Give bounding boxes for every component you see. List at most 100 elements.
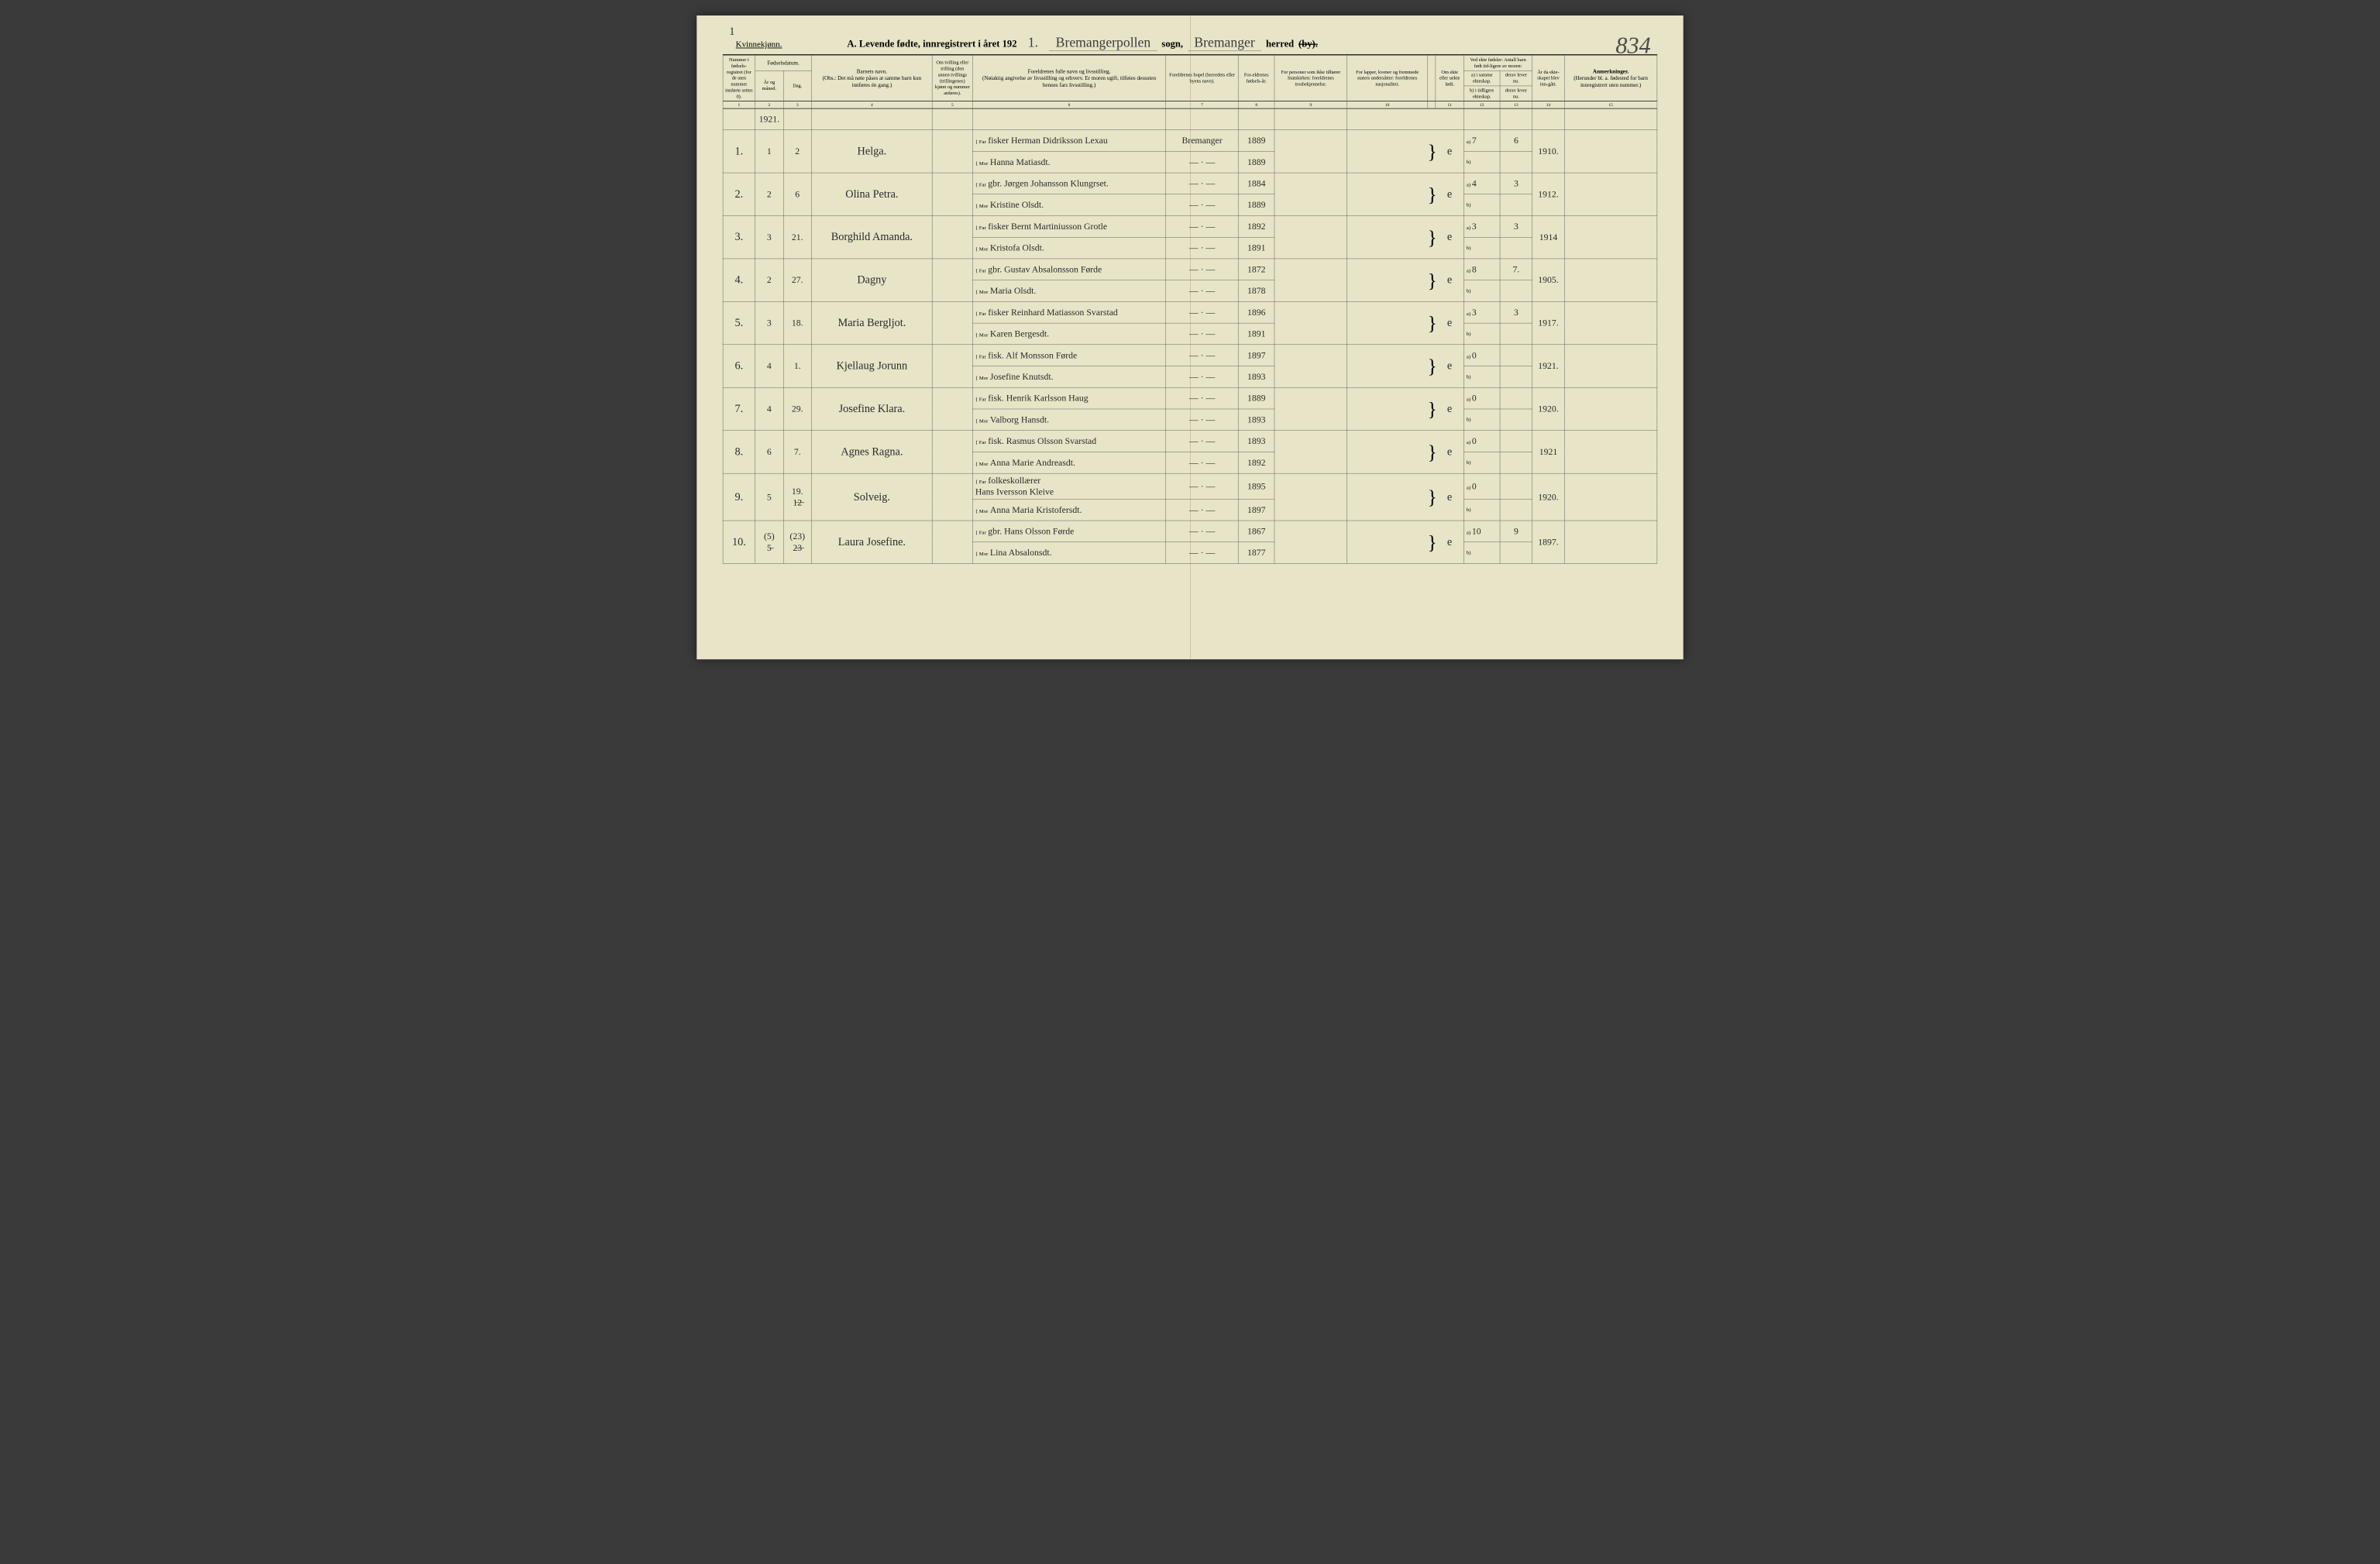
cell-twin [932,473,972,521]
cell-derav: 3 [1500,301,1532,323]
brace-icon: } [1428,173,1436,215]
cell-ekte: e [1436,431,1463,473]
cell-bopel-ditto: — · — [1166,280,1239,302]
cell-year-far: 1893 [1238,431,1274,452]
cell-year-far: 1896 [1238,301,1274,323]
cell-month: (5) 5̶ [755,521,783,563]
cell-a: a) 7 [1463,130,1500,152]
cell-bopel-ditto: — · — [1166,452,1239,473]
col-header-3: Dag. [783,70,811,101]
cell-nationality [1347,431,1428,473]
cell-twin [932,259,972,301]
cell-religion [1274,216,1347,259]
cell-mother: { MorLina Absalonsdt. [972,542,1165,564]
cell-remarks [1564,216,1657,259]
col-header-8: For-eldrenes fødsels-år. [1238,55,1274,101]
title-line: A. Levende fødte, innregistrert i året 1… [847,35,1657,51]
table-row: 2. 2 6 Olina Petra. { Fargbr. Jørgen Joh… [723,173,1657,194]
colnum: 9 [1274,101,1347,108]
colnum: 12 [1463,101,1500,108]
cell-year-far: 1884 [1238,173,1274,194]
cell-year-mor: 1878 [1238,280,1274,302]
cell-father: { Farfisk. Henrik Karlsson Haug [972,387,1165,409]
cell-religion [1274,259,1347,301]
cell-month: 1 [755,130,783,173]
col-header-11: Om ekte eller uekte født. [1436,55,1463,101]
cell-religion [1274,173,1347,215]
cell-father: { Fargbr. Jørgen Johansson Klungrset. [972,173,1165,194]
cell-day: 2 [783,130,811,173]
cell-nationality [1347,130,1428,173]
district-label: herred [1266,39,1294,50]
cell-a: a) 3 [1463,301,1500,323]
cell-year-far: 1889 [1238,387,1274,409]
cell-derav-b [1500,499,1532,521]
cell-nationality [1347,173,1428,215]
cell-marriage-year: 1917. [1532,301,1565,344]
cell-father: { Farfisk. Rasmus Olsson Svarstad [972,431,1165,452]
cell-remarks [1564,387,1657,430]
cell-nationality [1347,301,1428,344]
cell-year-far: 1895 [1238,473,1274,499]
cell-child-name: Dagny [811,259,932,301]
cell-num: 3. [723,216,755,259]
colnum: 2 [755,101,783,108]
cell-day: (23) 2̶3̶ [783,521,811,563]
cell-month: 6 [755,431,783,473]
cell-empty [1500,108,1532,130]
col-header-4: Barnets navn. (Obs.: Det må nøie påses a… [811,55,932,101]
cell-b: b) [1463,323,1500,345]
table-row: 10. (5) 5̶ (23) 2̶3̶ Laura Josefine. { F… [723,521,1657,542]
table-row: 7. 4 29. Josefine Klara. { Farfisk. Henr… [723,387,1657,409]
cell-marriage-year: 1905. [1532,259,1565,301]
cell-year-mor: 1893 [1238,409,1274,431]
cell-year-far: 1889 [1238,130,1274,152]
col-header-12a: a) i samme ekteskap. [1463,70,1500,86]
cell-empty [1463,108,1500,130]
cell-ekte: e [1436,130,1463,173]
cell-a: a) 0 [1463,387,1500,409]
cell-day: 29. [783,387,811,430]
cell-num: 2. [723,173,755,215]
title-prefix: A. Levende fødte, innregistrert i året 1… [847,39,1016,50]
cell-num: 7. [723,387,755,430]
colnum: 1 [723,101,755,108]
cell-derav-b [1500,542,1532,564]
cell-marriage-year: 1920. [1532,473,1565,521]
cell-empty [972,108,1165,130]
cell-day: 7. [783,431,811,473]
cell-child-name: Solveig. [811,473,932,521]
col-header-2: År og måned. [755,70,783,101]
cell-bopel-ditto: — · — [1166,542,1239,564]
cell-empty [1436,108,1463,130]
brace-icon: } [1428,473,1436,521]
parish-name: Bremangerpollen [1049,35,1157,51]
col-header-23: Fødselsdatum. [755,55,812,70]
brace-icon: } [1428,387,1436,430]
cell-marriage-year: 1921 [1532,431,1565,473]
colnum: 13 [1500,101,1532,108]
cell-a: a) 10 [1463,521,1500,542]
table-row: 4. 2 27. Dagny { Fargbr. Gustav Absalons… [723,259,1657,280]
cell-mother: { MorHanna Matiasdt. [972,151,1165,173]
by-strike: (by). [1298,39,1318,50]
cell-ekte: e [1436,259,1463,301]
colnum: 15 [1564,101,1657,108]
col-header-9: For personer som ikke tilhører Statskirk… [1274,55,1347,101]
colnum: 4 [811,101,932,108]
cell-mother: { MorKristofa Olsdt. [972,237,1165,259]
document-page: 1 834 Kvinnekjønn. A. Levende fødte, inn… [696,15,1683,659]
cell-b: b) [1463,280,1500,302]
cell-empty [932,108,972,130]
year-suffix: 1. [1021,35,1044,50]
cell-child-name: Borghild Amanda. [811,216,932,259]
cell-bopel: — · — [1166,387,1239,409]
cell-bopel: — · — [1166,431,1239,452]
cell-num: 5. [723,301,755,344]
cell-day: 19. 1̶2̶ [783,473,811,521]
cell-derav: 7. [1500,259,1532,280]
cell-nationality [1347,216,1428,259]
cell-empty [1564,108,1657,130]
cell-remarks [1564,259,1657,301]
cell-empty [1532,108,1565,130]
